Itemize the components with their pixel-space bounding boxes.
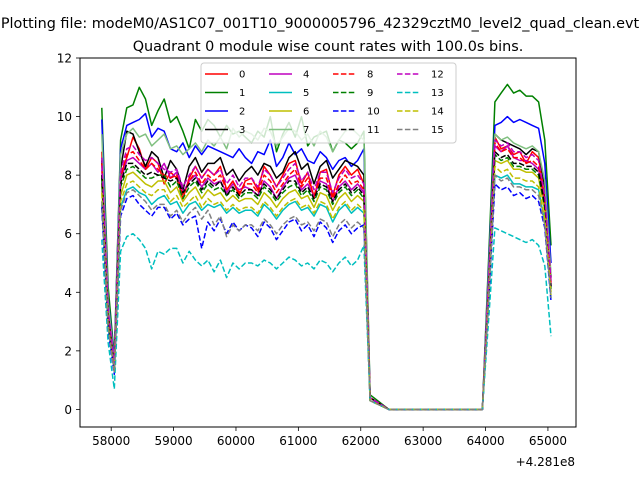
figure-suptitle: Plotting file: modeM0/AS1C07_001T10_9000… [1, 16, 640, 32]
y-tick-label: 6 [64, 227, 72, 241]
legend-label-13: 13 [431, 88, 444, 99]
legend-label-5: 5 [303, 88, 309, 99]
legend-label-11: 11 [367, 125, 380, 136]
x-tick-label: 62000 [342, 434, 380, 448]
legend-label-3: 3 [239, 125, 245, 136]
series-line-11 [101, 150, 552, 411]
x-axis: 58000 59000 60000 61000 62000 63000 64000 65000 [92, 427, 567, 448]
y-tick-label: 0 [64, 403, 72, 417]
y-axis: 0 2 4 6 8 10 12 [57, 52, 80, 417]
legend-label-8: 8 [367, 70, 373, 81]
x-tick-label: 64000 [466, 434, 504, 448]
legend-label-7: 7 [303, 125, 309, 136]
x-tick-label: 63000 [404, 434, 442, 448]
x-tick-label: 59000 [154, 434, 192, 448]
y-tick-label: 12 [57, 52, 72, 66]
x-tick-label: 61000 [279, 434, 317, 448]
legend-label-9: 9 [367, 88, 373, 99]
legend-label-2: 2 [239, 107, 245, 118]
legend-label-0: 0 [239, 70, 245, 81]
series-line-8 [101, 142, 552, 411]
y-tick-label: 10 [57, 110, 72, 124]
chart-title: Quadrant 0 module wise count rates with … [133, 39, 524, 55]
legend-label-1: 1 [239, 88, 245, 99]
x-tick-label: 65000 [529, 434, 567, 448]
y-tick-label: 2 [64, 344, 72, 358]
legend-label-14: 14 [431, 107, 444, 118]
legend-label-12: 12 [431, 70, 444, 81]
legend-box [200, 62, 457, 144]
legend-label-15: 15 [431, 125, 444, 136]
series-line-13 [101, 227, 552, 411]
series-line-15 [101, 174, 552, 411]
y-tick-label: 8 [64, 169, 72, 183]
legend-label-4: 4 [303, 70, 309, 81]
x-axis-offset-label: +4.281e8 [516, 455, 575, 469]
y-tick-label: 4 [64, 286, 72, 300]
legend-label-10: 10 [367, 107, 380, 118]
legend-label-6: 6 [303, 107, 309, 118]
x-tick-label: 60000 [217, 434, 255, 448]
series-lines [101, 83, 552, 411]
series-line-2 [101, 112, 552, 411]
x-tick-label: 58000 [92, 434, 130, 448]
plot-area-frame [79, 57, 577, 428]
